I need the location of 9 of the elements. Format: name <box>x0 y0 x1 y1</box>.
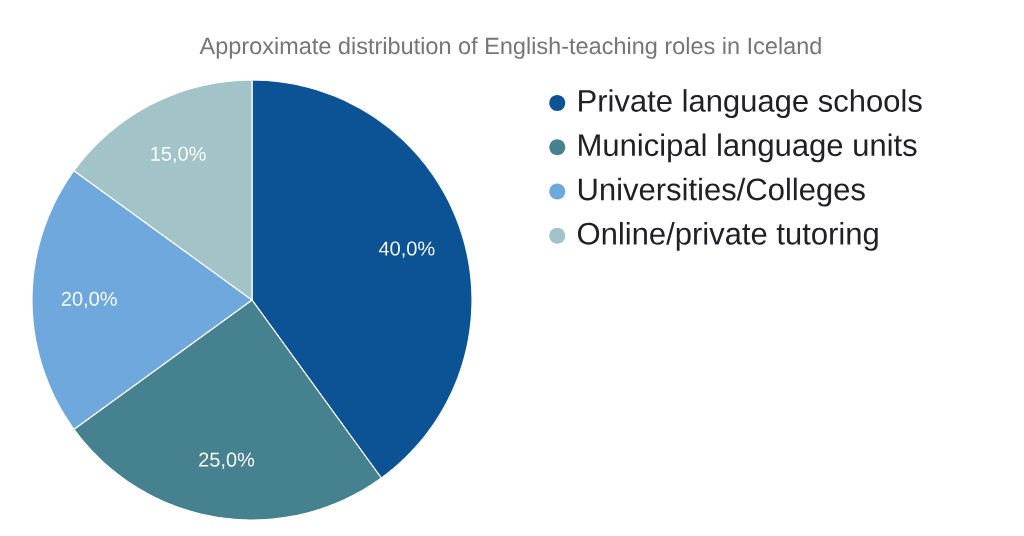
data-label: 15,0% <box>151 146 206 164</box>
legend-label: Private language schools <box>579 89 922 119</box>
legend-label: Universities/Colleges <box>578 177 865 207</box>
chart-title: Approximate distribution of English-teaching roles in Iceland <box>199 36 821 59</box>
legend-label: Municipal language units <box>579 133 917 163</box>
data-label: 25,0% <box>199 452 255 470</box>
data-label: 20,0% <box>61 291 117 309</box>
legend-label: Online/private tutoring <box>578 221 878 251</box>
data-label: 40,0% <box>378 241 435 258</box>
